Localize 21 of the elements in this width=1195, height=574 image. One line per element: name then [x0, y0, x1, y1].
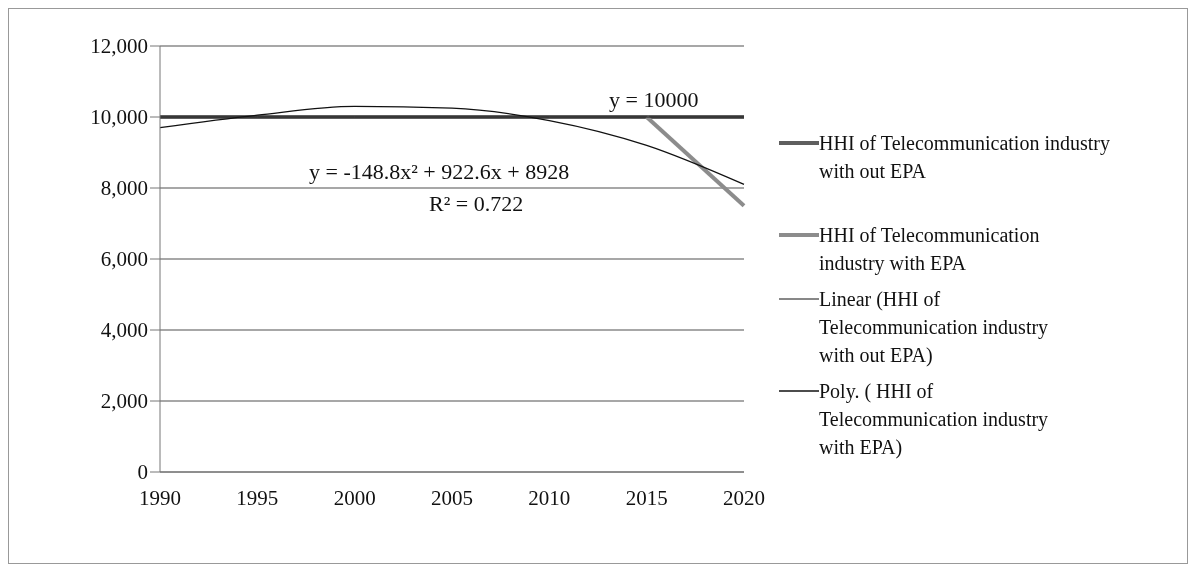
y-tick-label: 10,000: [90, 105, 148, 130]
legend-label: Linear (HHI of Telecommunication industry with out EPA): [819, 287, 1049, 368]
y-tick-label: 0: [137, 460, 148, 485]
x-tick-label: 1990: [139, 485, 181, 510]
x-tick-label: 2010: [528, 485, 571, 510]
y-tick-label: 8,000: [100, 176, 148, 201]
annotation: y = 10000: [609, 87, 699, 113]
y-tick-label: 12,000: [90, 34, 148, 59]
y-tick-label: 4,000: [100, 318, 148, 343]
legend-label: Poly. ( HHI of Telecommunication industry with EPA): [819, 379, 1049, 461]
annotation: R² = 0.722: [429, 191, 524, 217]
x-tick-label: 2005: [431, 485, 473, 510]
y-tick-label: 2,000: [100, 389, 148, 414]
legend-label: HHI of Telecommunication industry with EPA: [819, 223, 1041, 277]
x-tick-label: 2015: [625, 485, 668, 510]
y-tick-label: 6,000: [100, 247, 148, 272]
annotation: y = -148.8x² + 922.6x + 8928: [309, 159, 570, 185]
x-tick-label: 2020: [723, 485, 765, 510]
x-tick-label: 1995: [236, 485, 279, 510]
legend-label: HHI of Telecommunication industry with out EPA: [819, 131, 1111, 184]
x-tick-label: 2000: [333, 485, 376, 510]
